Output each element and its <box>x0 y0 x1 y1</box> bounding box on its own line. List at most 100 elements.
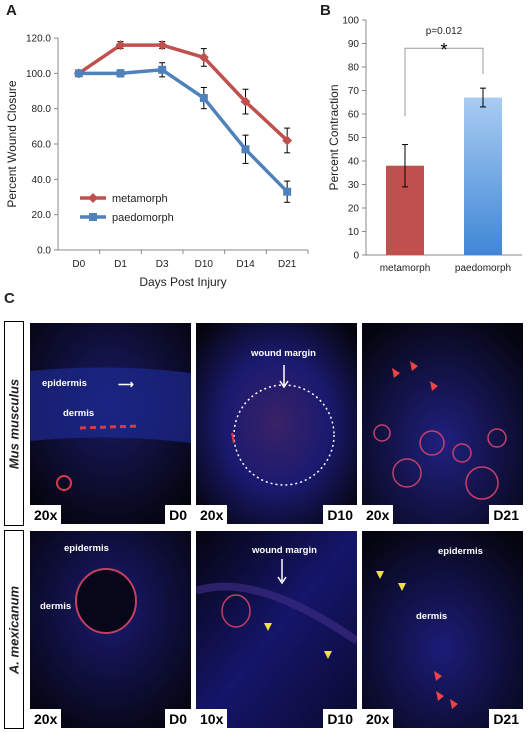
arrowhead-icon <box>436 691 444 701</box>
panel-letter-b: B <box>320 2 331 19</box>
x-tick-label: paedomorph <box>455 263 511 274</box>
arrowhead-icon <box>398 583 406 591</box>
y-axis-label: Percent Wound Closure <box>5 80 19 208</box>
arrowhead-icon <box>450 699 458 709</box>
y-tick-label: 100 <box>342 16 359 27</box>
data-point <box>240 96 251 107</box>
arrowhead-icon <box>392 368 400 378</box>
micrograph-mus-d10-image <box>196 323 357 524</box>
day-badge: D0 <box>165 505 191 524</box>
x-tick-label: D1 <box>114 259 127 270</box>
day-badge: D10 <box>323 505 357 524</box>
data-point <box>158 65 167 74</box>
bar-paedomorph <box>464 97 502 255</box>
data-point <box>282 135 293 146</box>
row-label-mus-text: Mus musculus <box>6 378 22 469</box>
x-tick-label: D10 <box>195 259 214 270</box>
micrograph-axolotl-d10: wound margin 10x D10 <box>196 531 357 728</box>
series-line-metamorph <box>77 43 289 142</box>
data-point <box>157 40 168 51</box>
y-tick-label: 10 <box>348 227 360 238</box>
x-tick-label: D0 <box>72 259 85 270</box>
data-point <box>116 69 125 78</box>
y-tick-label: 120.0 <box>26 34 51 45</box>
micrograph-axolotl-d21-image <box>362 531 523 728</box>
day-badge: D0 <box>165 709 191 728</box>
micrograph-axolotl-d0-image <box>30 531 191 728</box>
y-tick-label: 40 <box>348 157 360 168</box>
contraction-bar-chart: 0 10 20 30 40 50 60 70 80 90 100 Percent Contractio… <box>327 16 522 274</box>
legend-label: paedomorph <box>112 212 174 224</box>
wound-closure-line-chart: 0.0 20.0 40.0 60.0 80.0 100.0 120.0 D0 D1 D3 D10 D1… <box>5 34 309 289</box>
arrowhead-icon <box>410 361 418 371</box>
label-dermis: dermis <box>63 408 95 419</box>
label-epidermis: epidermis <box>42 378 87 389</box>
data-point <box>283 187 292 196</box>
x-tick-label: metamorph <box>380 263 431 274</box>
row-label-axolotl: A. mexicanum <box>4 530 24 729</box>
y-tick-label: 60 <box>348 110 360 121</box>
micrograph-axolotl-d21: epidermis dermis 20x D21 <box>362 531 523 728</box>
y-tick-label: 40.0 <box>32 175 52 186</box>
y-tick-label: 50 <box>348 133 360 144</box>
legend-label: metamorph <box>112 193 168 205</box>
data-point <box>198 52 209 63</box>
label-epidermis: epidermis <box>438 546 483 557</box>
label-wound-margin: wound margin <box>251 348 316 359</box>
label-dermis: dermis <box>416 611 448 622</box>
magnification-badge: 20x <box>362 709 394 728</box>
micrograph-mus-d0: epidermis ⟶ dermis 20x D0 <box>30 323 191 524</box>
legend-marker <box>88 193 98 203</box>
label-dermis: dermis <box>40 601 72 612</box>
magnification-badge: 20x <box>362 505 394 524</box>
y-tick-label: 80 <box>348 63 360 74</box>
y-tick-label: 90 <box>348 39 360 50</box>
data-point <box>241 145 250 154</box>
series-line-paedomorph <box>78 68 289 193</box>
label-epidermis: epidermis <box>64 543 109 554</box>
panel-letter-c: C <box>4 290 15 307</box>
legend-marker <box>89 213 97 221</box>
significance-bracket <box>404 47 484 117</box>
y-tick-label: 60.0 <box>32 140 52 151</box>
arrowhead-icon <box>324 651 332 659</box>
x-tick-label: D21 <box>278 259 297 270</box>
significance-star: * <box>440 40 447 60</box>
day-badge: D10 <box>323 709 357 728</box>
y-tick-label: 0.0 <box>37 246 51 257</box>
micrograph-axolotl-d0: epidermis dermis 20x D0 <box>30 531 191 728</box>
data-point <box>115 40 126 51</box>
day-badge: D21 <box>489 709 523 728</box>
y-tick-label: 80.0 <box>32 104 52 115</box>
x-tick-label: D14 <box>236 259 255 270</box>
day-badge: D21 <box>489 505 523 524</box>
micrograph-mus-d0-image <box>30 323 191 524</box>
panel-letter-a: A <box>6 2 17 19</box>
magnification-badge: 20x <box>30 709 62 728</box>
y-tick-label: 100.0 <box>26 69 51 80</box>
y-tick-label: 0 <box>353 251 359 262</box>
arrowhead-icon <box>376 571 384 579</box>
y-tick-label: 20.0 <box>32 210 52 221</box>
x-axis-label: Days Post Injury <box>139 275 226 289</box>
magnification-badge: 20x <box>30 505 62 524</box>
data-point <box>74 69 83 78</box>
magnification-badge: 20x <box>196 505 228 524</box>
arrowhead-icon <box>430 381 438 391</box>
micrograph-mus-d21-image <box>362 323 523 524</box>
label-wound-margin: wound margin <box>252 545 317 556</box>
data-point <box>199 94 208 103</box>
arrowhead-icon <box>434 671 442 681</box>
arrowhead-icon <box>264 623 272 631</box>
row-label-axolotl-text: A. mexicanum <box>6 585 22 674</box>
y-axis-label: Percent Contraction <box>327 84 341 190</box>
y-tick-label: 20 <box>348 204 360 215</box>
magnification-badge: 10x <box>196 709 228 728</box>
y-tick-label: 70 <box>348 86 360 97</box>
p-value-label: p=0.012 <box>426 26 463 37</box>
y-tick-label: 30 <box>348 180 360 191</box>
row-label-mus: Mus musculus <box>4 321 24 526</box>
micrograph-axolotl-d10-image <box>196 531 357 728</box>
micrograph-mus-d10: wound margin 20x D10 <box>196 323 357 524</box>
x-tick-label: D3 <box>156 259 169 270</box>
